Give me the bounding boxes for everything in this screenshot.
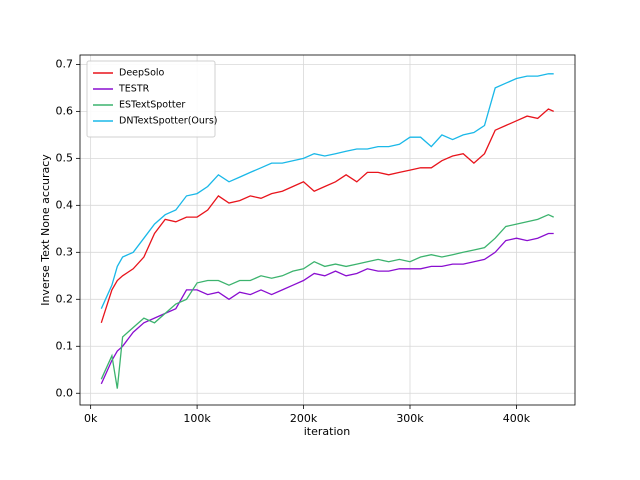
y-tick-label: 0.3 — [56, 245, 74, 258]
series-line — [100, 232, 554, 385]
legend-label: ESTextSpotter — [119, 100, 185, 111]
legend-label: DeepSolo — [119, 68, 165, 79]
y-tick-label: 0.6 — [56, 104, 74, 117]
legend-label: DNTextSpotter(Ours) — [119, 116, 217, 127]
y-tick-label: 0.7 — [56, 57, 74, 70]
x-tick-label: 200k — [290, 412, 318, 425]
y-tick-label: 0.2 — [56, 292, 74, 305]
legend-label: TESTR — [118, 84, 150, 95]
x-tick-label: 400k — [503, 412, 531, 425]
y-tick-label: 0.0 — [56, 386, 74, 399]
x-tick-label: 0k — [84, 412, 98, 425]
x-tick-label: 300k — [396, 412, 424, 425]
y-tick-label: 0.5 — [56, 151, 74, 164]
y-tick-label: 0.1 — [56, 339, 74, 352]
x-axis-label: iteration — [304, 425, 350, 438]
y-axis-label: Inverse Text None accuracy — [39, 154, 52, 306]
y-tick-label: 0.4 — [56, 198, 74, 211]
plot-frame — [79, 54, 576, 406]
legend-box — [86, 60, 216, 138]
series-line — [100, 108, 554, 323]
series-line — [100, 73, 554, 309]
x-tick-label: 100k — [183, 412, 211, 425]
series-line — [100, 213, 554, 389]
